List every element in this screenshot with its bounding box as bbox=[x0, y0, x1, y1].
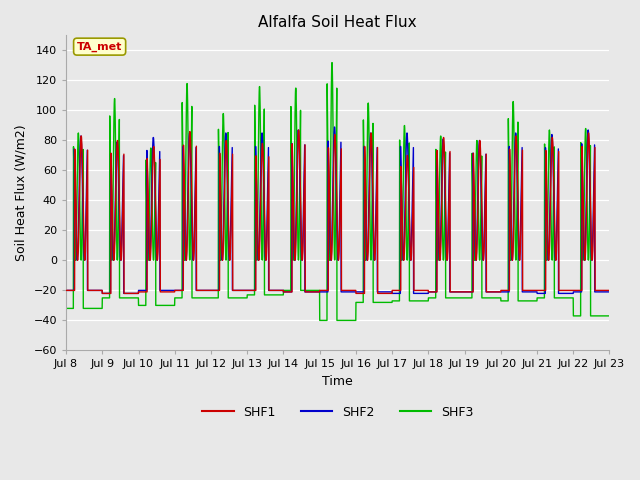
SHF3 bbox=[156, 302, 164, 308]
SHF2 bbox=[124, 290, 132, 296]
SHF2 bbox=[99, 290, 106, 296]
SHF1 bbox=[605, 288, 613, 293]
SHF3 bbox=[294, 245, 302, 251]
SHF2 bbox=[157, 288, 164, 293]
SHF3 bbox=[271, 292, 278, 298]
Line: SHF1: SHF1 bbox=[66, 130, 609, 293]
SHF2 bbox=[595, 289, 603, 295]
Y-axis label: Soil Heat Flux (W/m2): Soil Heat Flux (W/m2) bbox=[15, 124, 28, 261]
SHF3 bbox=[605, 313, 613, 319]
SHF1 bbox=[537, 288, 545, 293]
SHF2 bbox=[605, 289, 613, 295]
Line: SHF2: SHF2 bbox=[66, 127, 609, 293]
SHF3 bbox=[328, 60, 336, 65]
SHF1 bbox=[62, 288, 70, 293]
SHF3 bbox=[316, 317, 324, 323]
SHF1 bbox=[99, 290, 106, 296]
SHF2 bbox=[331, 124, 339, 130]
SHF2 bbox=[271, 288, 278, 293]
SHF1 bbox=[595, 288, 603, 293]
SHF1 bbox=[295, 127, 303, 133]
SHF2 bbox=[62, 288, 70, 293]
SHF2 bbox=[294, 127, 302, 133]
SHF1 bbox=[271, 288, 278, 293]
SHF1 bbox=[124, 290, 132, 296]
Text: TA_met: TA_met bbox=[77, 41, 122, 52]
Title: Alfalfa Soil Heat Flux: Alfalfa Soil Heat Flux bbox=[259, 15, 417, 30]
Line: SHF3: SHF3 bbox=[66, 62, 609, 320]
Legend: SHF1, SHF2, SHF3: SHF1, SHF2, SHF3 bbox=[197, 401, 478, 424]
SHF3 bbox=[595, 313, 603, 319]
SHF3 bbox=[62, 305, 70, 311]
X-axis label: Time: Time bbox=[323, 375, 353, 388]
SHF3 bbox=[124, 295, 132, 301]
SHF1 bbox=[157, 289, 164, 295]
SHF2 bbox=[537, 290, 545, 296]
SHF1 bbox=[294, 132, 302, 138]
SHF3 bbox=[537, 295, 545, 301]
